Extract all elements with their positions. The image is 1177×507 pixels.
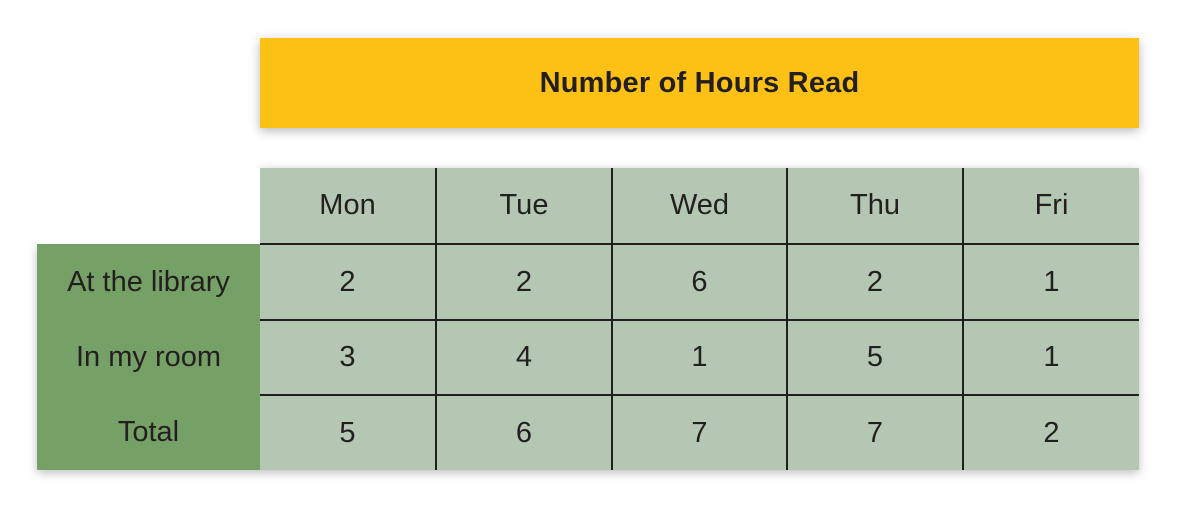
table-cell: 7 <box>611 395 787 470</box>
table-cell: 2 <box>786 244 963 321</box>
table-cell: 6 <box>611 244 787 321</box>
row-header-in-my-room: In my room <box>37 320 260 395</box>
table-cell: 3 <box>260 320 436 396</box>
table-cell: 2 <box>260 244 436 321</box>
table-cell: 5 <box>260 395 436 470</box>
header-row: Mon Tue Wed Thu Fri <box>37 168 1139 245</box>
column-header-mon: Mon <box>260 168 436 245</box>
table-cell: 5 <box>786 320 963 396</box>
table-cell: 6 <box>435 395 612 470</box>
table-cell: 4 <box>435 320 612 396</box>
table-cell: 2 <box>962 395 1139 470</box>
table-cell: 1 <box>962 244 1139 321</box>
table-title: Number of Hours Read <box>260 38 1139 128</box>
column-header-tue: Tue <box>435 168 612 245</box>
table-cell: 1 <box>611 320 787 396</box>
table-cell: 1 <box>962 320 1139 396</box>
table-row: At the library 2 2 6 2 1 <box>37 244 1139 321</box>
table-cell: 2 <box>435 244 612 321</box>
table-cell: 7 <box>786 395 963 470</box>
table-row: In my room 3 4 1 5 1 <box>37 320 1139 396</box>
column-header-wed: Wed <box>611 168 787 245</box>
column-header-thu: Thu <box>786 168 963 245</box>
row-header-at-the-library: At the library <box>37 244 260 320</box>
column-header-fri: Fri <box>962 168 1139 245</box>
row-header-total: Total <box>37 395 260 470</box>
table-row: Total 5 6 7 7 2 <box>37 395 1139 470</box>
hours-read-table: Mon Tue Wed Thu Fri At the library 2 2 6… <box>37 168 1139 470</box>
corner-cell <box>37 168 260 244</box>
